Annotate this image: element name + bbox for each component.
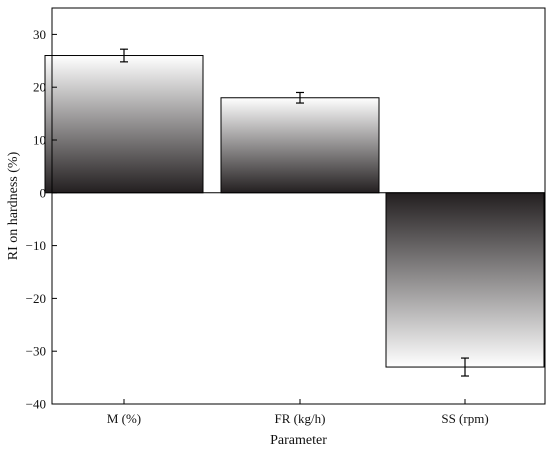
y-tick-label: −10 bbox=[26, 238, 46, 253]
y-tick-label: 20 bbox=[33, 80, 46, 95]
y-tick-label: −30 bbox=[26, 344, 46, 359]
bar bbox=[385, 192, 545, 368]
y-tick-label: 10 bbox=[33, 133, 46, 148]
y-tick-label: 30 bbox=[33, 27, 46, 42]
y-tick-label: 0 bbox=[40, 185, 47, 200]
bar bbox=[220, 97, 380, 194]
y-axis: 30 20 10 0 −10 −20 −30 −40 bbox=[26, 27, 57, 412]
y-tick-label: −40 bbox=[26, 397, 46, 412]
y-tick-label: −20 bbox=[26, 291, 46, 306]
plot-frame bbox=[51, 7, 546, 405]
bar bbox=[44, 55, 204, 194]
x-axis-title: Parameter bbox=[270, 433, 327, 448]
x-tick-label: M (%) bbox=[107, 411, 141, 426]
x-tick-label: FR (kg/h) bbox=[275, 411, 326, 426]
x-axis: M (%) FR (kg/h) SS (rpm) bbox=[107, 399, 489, 426]
y-axis-title: RI on hardness (%) bbox=[6, 151, 21, 260]
x-tick-label: SS (rpm) bbox=[441, 411, 488, 426]
bars-group bbox=[44, 48, 545, 377]
